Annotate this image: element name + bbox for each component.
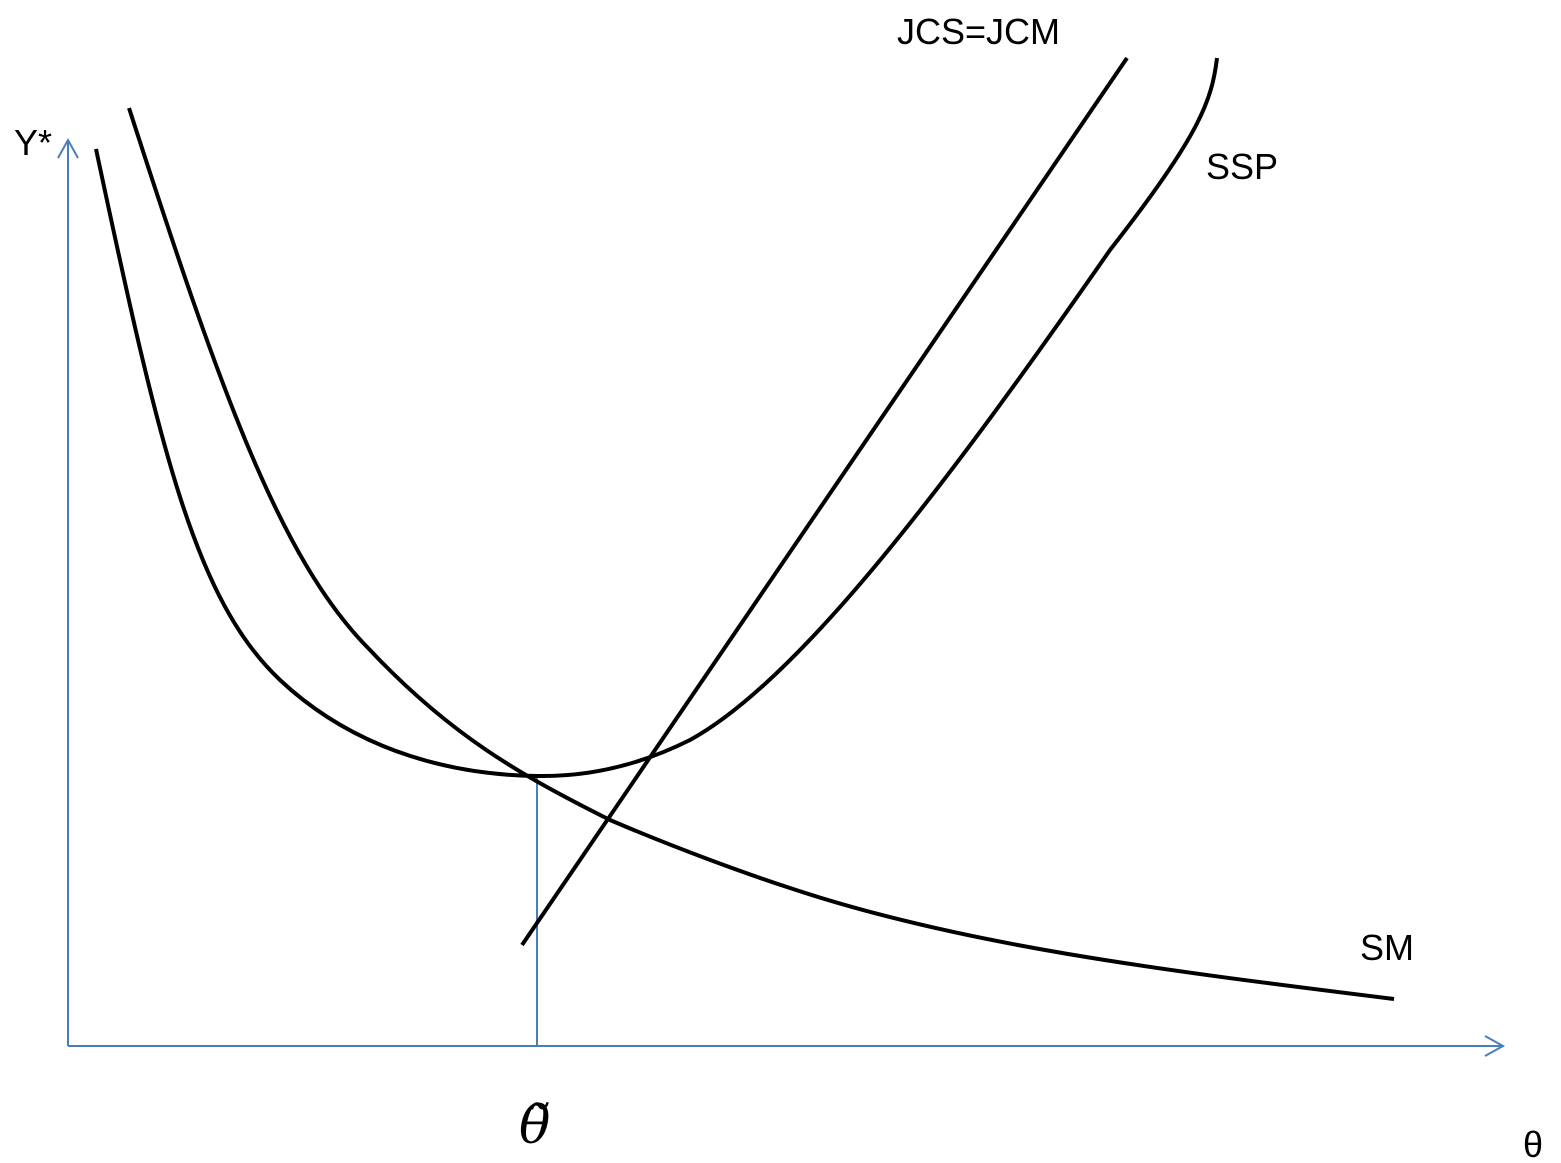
sm-label: SM <box>1360 927 1414 968</box>
ssp-label: SSP <box>1206 146 1278 187</box>
ssp-curve <box>94 57 1219 779</box>
sm-curve <box>127 107 1395 1001</box>
x-axis-arrowhead <box>1484 1035 1506 1057</box>
x-axis-label: θ <box>1523 1124 1543 1163</box>
jcs-jcm-label: JCS=JCM <box>897 11 1060 52</box>
y-axis-arrowhead <box>57 137 79 159</box>
jcs-jcm-line <box>520 56 1129 947</box>
y-axis-label: Y* <box>14 122 52 163</box>
theta-tilde-label: θ̃ <box>519 1096 550 1156</box>
